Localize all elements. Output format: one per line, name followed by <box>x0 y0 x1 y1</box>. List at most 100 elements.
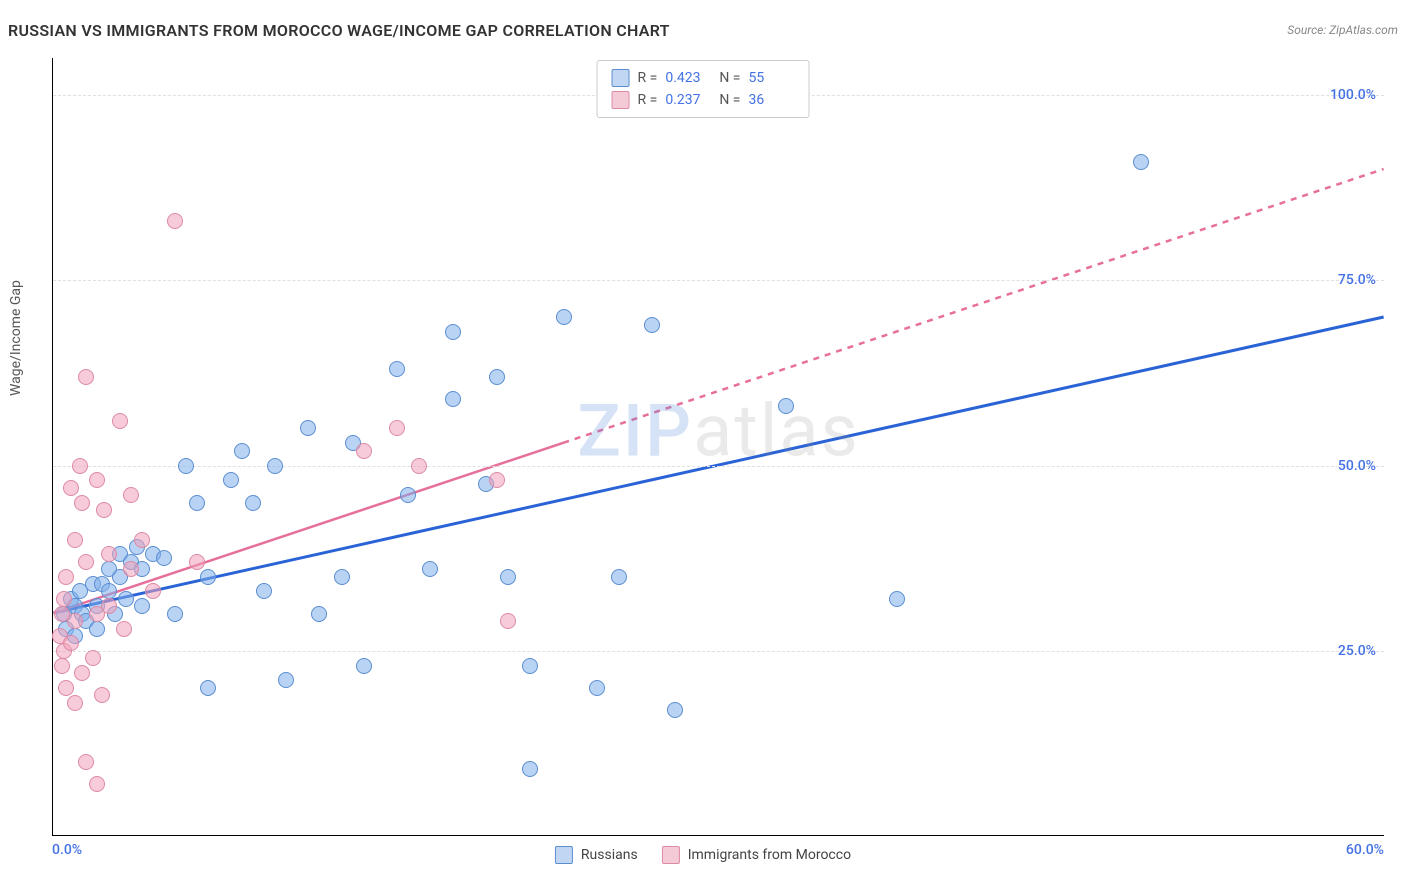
scatter-point <box>445 324 461 340</box>
legend-swatch-morocco <box>662 846 680 864</box>
scatter-point <box>389 420 405 436</box>
scatter-point <box>500 569 516 585</box>
scatter-point <box>56 591 72 607</box>
scatter-point <box>489 369 505 385</box>
watermark-rest: atlas <box>693 388 860 473</box>
scatter-point <box>85 650 101 666</box>
series-label-morocco: Immigrants from Morocco <box>688 847 851 863</box>
trend-line <box>563 169 1383 443</box>
series-label-russians: Russians <box>581 847 638 863</box>
chart-title: RUSSIAN VS IMMIGRANTS FROM MOROCCO WAGE/… <box>8 21 670 40</box>
scatter-point <box>256 583 272 599</box>
n-value-morocco: 36 <box>748 89 794 111</box>
scatter-point <box>522 761 538 777</box>
scatter-point <box>101 598 117 614</box>
scatter-point <box>72 458 88 474</box>
scatter-point <box>78 554 94 570</box>
gridline <box>53 651 1384 652</box>
scatter-point <box>58 680 74 696</box>
scatter-point <box>445 391 461 407</box>
scatter-point <box>123 561 139 577</box>
y-tick-label: 100.0% <box>1330 87 1376 103</box>
plot-area: ZIPatlas 25.0% 50.0% 75.0% 100.0% <box>52 58 1384 836</box>
scatter-point <box>63 635 79 651</box>
scatter-point <box>112 413 128 429</box>
chart-container: RUSSIAN VS IMMIGRANTS FROM MOROCCO WAGE/… <box>0 0 1406 892</box>
scatter-point <box>278 672 294 688</box>
y-tick-label: 25.0% <box>1338 643 1376 659</box>
y-axis-title: Wage/Income Gap <box>8 280 24 396</box>
scatter-point <box>134 598 150 614</box>
gridline <box>53 466 1384 467</box>
scatter-point <box>74 495 90 511</box>
scatter-point <box>778 398 794 414</box>
scatter-point <box>167 606 183 622</box>
scatter-point <box>245 495 261 511</box>
scatter-point <box>89 776 105 792</box>
r-value-morocco: 0.237 <box>665 89 711 111</box>
scatter-point <box>356 658 372 674</box>
x-tick-label: 60.0% <box>1346 842 1384 858</box>
legend-swatch-russians <box>555 846 573 864</box>
scatter-point <box>145 583 161 599</box>
scatter-point <box>96 502 112 518</box>
n-label: N = <box>719 89 740 111</box>
y-tick-label: 75.0% <box>1338 272 1376 288</box>
scatter-point <box>101 583 117 599</box>
r-label: R = <box>638 67 658 89</box>
legend-swatch-morocco <box>612 91 630 109</box>
scatter-point <box>389 361 405 377</box>
correlation-legend-row: R = 0.237 N = 36 <box>612 89 795 111</box>
trend-line <box>53 443 563 613</box>
r-value-russians: 0.423 <box>665 67 711 89</box>
scatter-point <box>611 569 627 585</box>
watermark-p: P <box>645 388 693 473</box>
scatter-point <box>311 606 327 622</box>
scatter-point <box>63 480 79 496</box>
source-prefix: Source: <box>1287 23 1329 37</box>
scatter-point <box>78 369 94 385</box>
header: RUSSIAN VS IMMIGRANTS FROM MOROCCO WAGE/… <box>0 0 1406 48</box>
scatter-point <box>200 680 216 696</box>
watermark: ZIPatlas <box>577 388 859 473</box>
series-legend-item-morocco: Immigrants from Morocco <box>662 846 851 864</box>
scatter-point <box>667 702 683 718</box>
scatter-point <box>94 687 110 703</box>
series-legend: Russians Immigrants from Morocco <box>555 846 851 864</box>
scatter-point <box>74 665 90 681</box>
scatter-point <box>267 458 283 474</box>
scatter-point <box>334 569 350 585</box>
source-attribution: Source: ZipAtlas.com <box>1287 23 1398 37</box>
scatter-point <box>167 213 183 229</box>
r-label: R = <box>638 89 658 111</box>
scatter-point <box>118 591 134 607</box>
scatter-point <box>89 621 105 637</box>
scatter-point <box>67 695 83 711</box>
scatter-point <box>556 309 572 325</box>
scatter-point <box>1133 154 1149 170</box>
source-name: ZipAtlas.com <box>1329 23 1398 37</box>
n-value-russians: 55 <box>748 67 794 89</box>
scatter-point <box>58 569 74 585</box>
n-label: N = <box>719 67 740 89</box>
gridline <box>53 280 1384 281</box>
scatter-point <box>89 472 105 488</box>
series-legend-item-russians: Russians <box>555 846 638 864</box>
legend-swatch-russians <box>612 69 630 87</box>
scatter-point <box>67 532 83 548</box>
scatter-point <box>67 613 83 629</box>
scatter-point <box>223 472 239 488</box>
scatter-point <box>889 591 905 607</box>
scatter-point <box>123 487 139 503</box>
scatter-point <box>500 613 516 629</box>
trend-lines-layer <box>53 58 1384 835</box>
scatter-point <box>78 754 94 770</box>
x-tick-label: 0.0% <box>52 842 82 858</box>
scatter-point <box>189 554 205 570</box>
correlation-legend: R = 0.423 N = 55 R = 0.237 N = 36 <box>597 60 810 118</box>
y-tick-label: 50.0% <box>1338 458 1376 474</box>
watermark-i: I <box>623 388 645 473</box>
scatter-point <box>189 495 205 511</box>
scatter-point <box>134 532 150 548</box>
scatter-point <box>200 569 216 585</box>
